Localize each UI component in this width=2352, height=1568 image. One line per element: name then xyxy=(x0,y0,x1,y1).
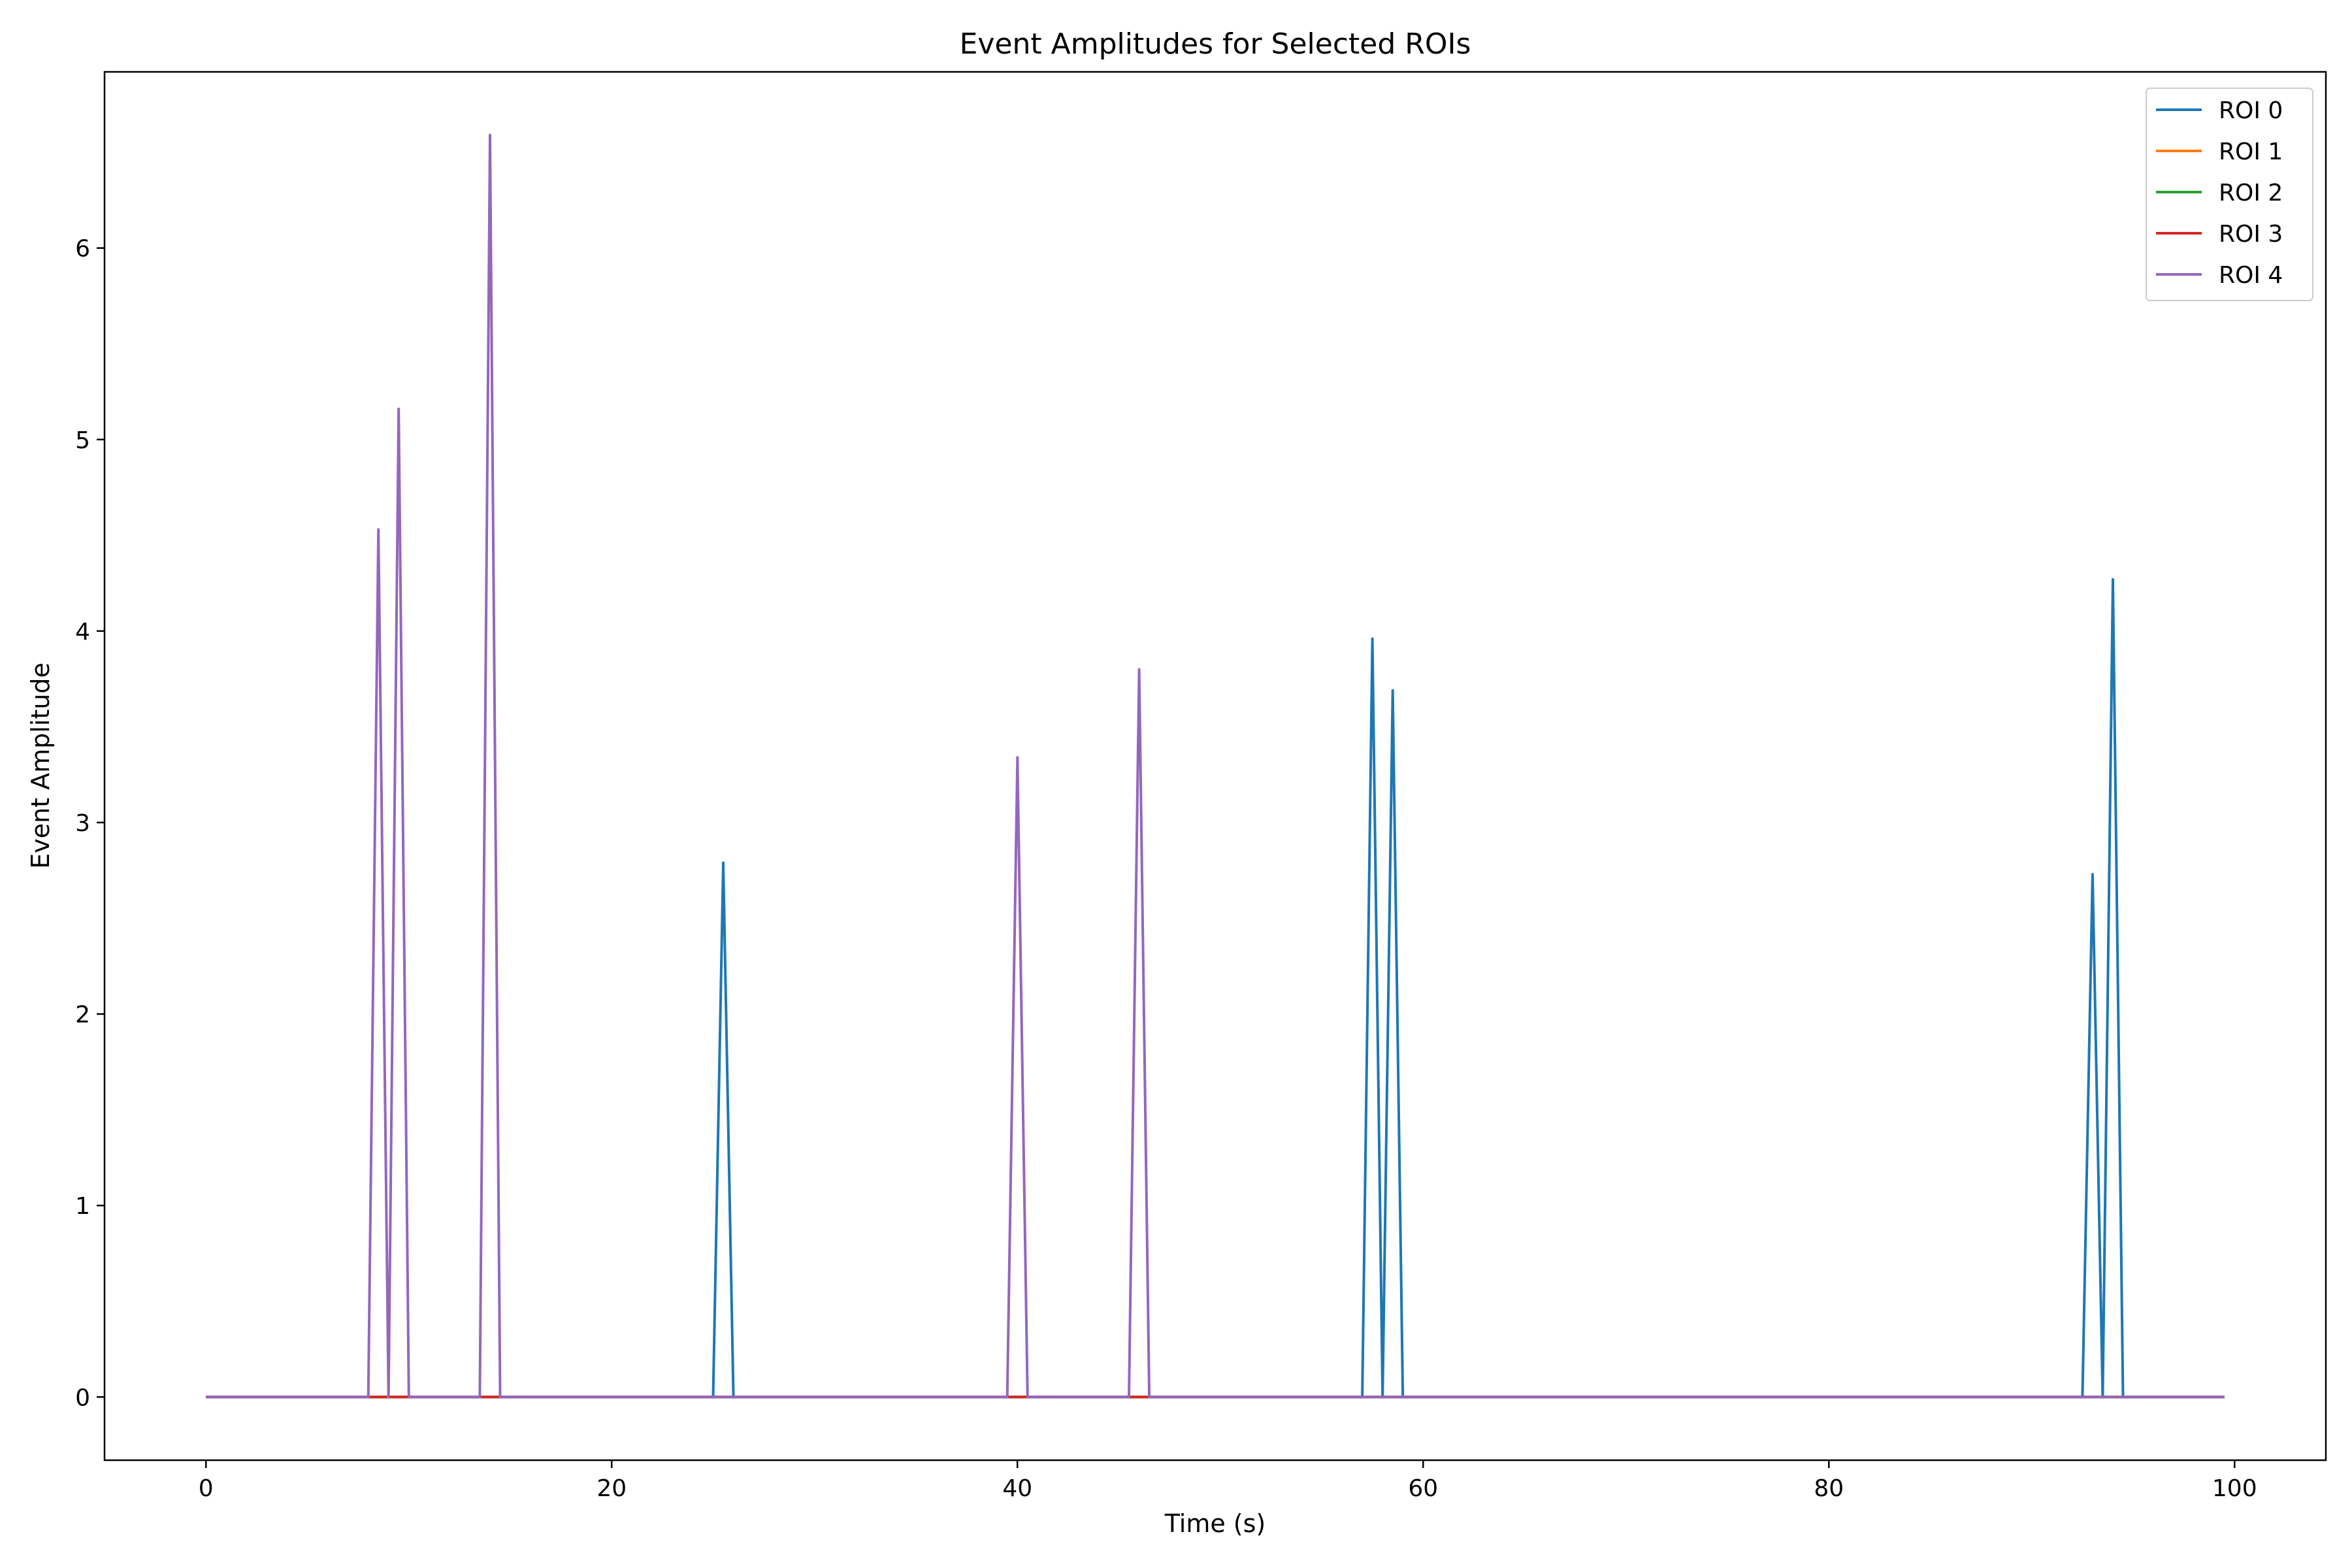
y-tick-label: 3 xyxy=(75,810,90,837)
plot-area xyxy=(103,71,2327,1462)
series-layer xyxy=(206,133,2225,1399)
y-tick-label: 2 xyxy=(75,1002,90,1028)
y-tick-label: 1 xyxy=(75,1193,90,1220)
x-tick-label: 40 xyxy=(1002,1475,1032,1502)
legend-label: ROI 2 xyxy=(2219,180,2283,206)
legend-label: ROI 3 xyxy=(2219,221,2283,248)
chart-title: Event Amplitudes for Selected ROIs xyxy=(960,27,1471,61)
y-axis-label: Event Amplitude xyxy=(26,662,55,869)
x-axis-label: Time (s) xyxy=(1164,1509,1266,1538)
legend-label: ROI 4 xyxy=(2219,262,2283,289)
y-tick-label: 4 xyxy=(75,619,90,645)
x-tick-label: 0 xyxy=(199,1475,214,1502)
legend-items: ROI 0 ROI 1 ROI 2 ROI 3 ROI 4 xyxy=(2156,97,2283,289)
x-tick-label: 20 xyxy=(596,1475,627,1502)
y-tick-label: 5 xyxy=(75,427,90,454)
y-tick-label: 6 xyxy=(75,236,90,263)
x-tick-label: 80 xyxy=(1814,1475,1844,1502)
legend: ROI 0 ROI 1 ROI 2 ROI 3 ROI 4 xyxy=(2146,88,2313,301)
legend-label: ROI 1 xyxy=(2219,139,2283,165)
legend-box xyxy=(2146,88,2313,301)
series-line-roi-0 xyxy=(206,578,2225,1399)
y-tick-label: 0 xyxy=(75,1384,90,1411)
axes-frame xyxy=(103,71,2327,1462)
x-axis: 0 20 40 60 80 100 xyxy=(199,1460,2257,1502)
x-tick-label: 60 xyxy=(1408,1475,1438,1502)
y-axis: 0 1 2 3 4 5 6 xyxy=(75,236,105,1411)
legend-label: ROI 0 xyxy=(2219,97,2283,124)
x-tick-label: 100 xyxy=(2212,1475,2257,1502)
series-line-roi-4 xyxy=(206,133,2225,1399)
